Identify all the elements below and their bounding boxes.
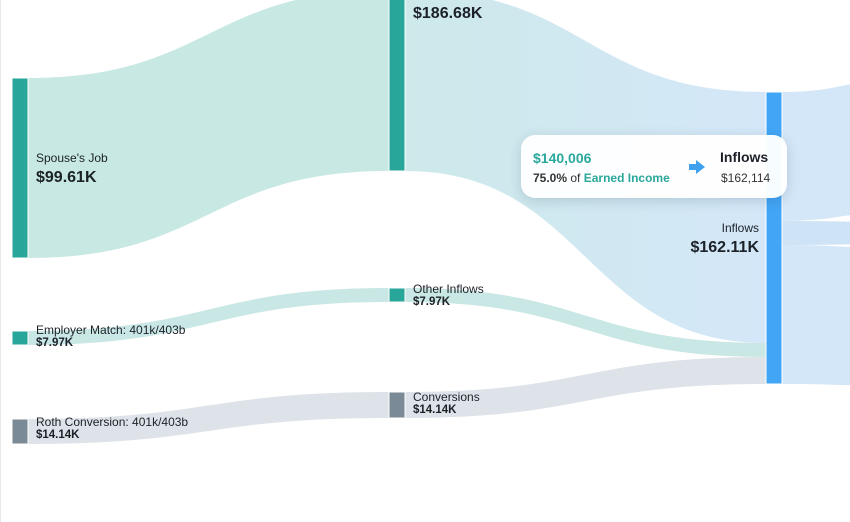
link-roth-conv[interactable] — [28, 392, 389, 444]
outflow-link-3[interactable] — [782, 245, 850, 386]
tooltip-percent: 75.0% — [533, 171, 568, 185]
node-value-roth: $14.14K — [36, 429, 80, 442]
node-name-inflows: Inflows — [721, 221, 759, 235]
node-value-other: $7.97K — [413, 296, 451, 309]
node-label-roth: Roth Conversion: 401k/403b $14.14K — [36, 415, 189, 442]
node-value-earned: $186.68K — [413, 5, 483, 22]
node-label-conv: Conversions $14.14K — [413, 390, 480, 417]
node-bar-conv[interactable] — [388, 391, 406, 419]
tooltip-amount: $140,006 — [533, 150, 592, 166]
left-border — [0, 0, 1, 522]
node-label-other: Other Inflows $7.97K — [413, 282, 484, 309]
tooltip-of: of — [570, 171, 581, 185]
tooltip-target: Inflows — [720, 149, 769, 165]
node-name-other: Other Inflows — [413, 282, 484, 296]
node-name-match: Employer Match: 401k/403b — [36, 323, 186, 337]
node-bar-roth[interactable] — [11, 418, 29, 445]
node-name-roth: Roth Conversion: 401k/403b — [36, 415, 189, 429]
outflow-link-1[interactable] — [782, 80, 850, 221]
node-bar-other[interactable] — [388, 287, 406, 303]
node-bar-earned[interactable] — [388, 0, 406, 172]
node-label-inflows: Inflows $162.11K — [690, 221, 759, 257]
link-match-other[interactable] — [28, 288, 389, 345]
node-label-spouse: Spouse's Job $99.61K — [36, 151, 108, 187]
link-other-inflows[interactable] — [405, 288, 766, 357]
node-name-conv: Conversions — [413, 390, 480, 404]
node-value-inflows: $162.11K — [690, 239, 759, 257]
link-conv-inflows[interactable] — [405, 357, 766, 418]
tooltip-share: 75.0% of Earned Income — [533, 171, 670, 185]
node-bar-match[interactable] — [11, 330, 29, 346]
node-value-conv: $14.14K — [413, 404, 457, 417]
outflow-link-2[interactable] — [782, 221, 850, 245]
tooltip-target-value: $162,114 — [721, 171, 771, 185]
link-tooltip: $140,006 75.0% of Earned Income Inflows … — [521, 135, 787, 198]
node-name-spouse: Spouse's Job — [36, 151, 108, 165]
tooltip-source: Earned Income — [583, 171, 670, 185]
node-value-spouse: $99.61K — [36, 169, 97, 187]
node-label-match: Employer Match: 401k/403b $7.97K — [36, 323, 186, 350]
node-bar-spouse[interactable] — [11, 77, 29, 259]
node-value-match: $7.97K — [36, 337, 74, 350]
arrow-right-icon — [689, 160, 705, 174]
node-label-earned: $186.68K — [413, 5, 482, 23]
link-spouse-earned[interactable] — [28, 0, 389, 258]
